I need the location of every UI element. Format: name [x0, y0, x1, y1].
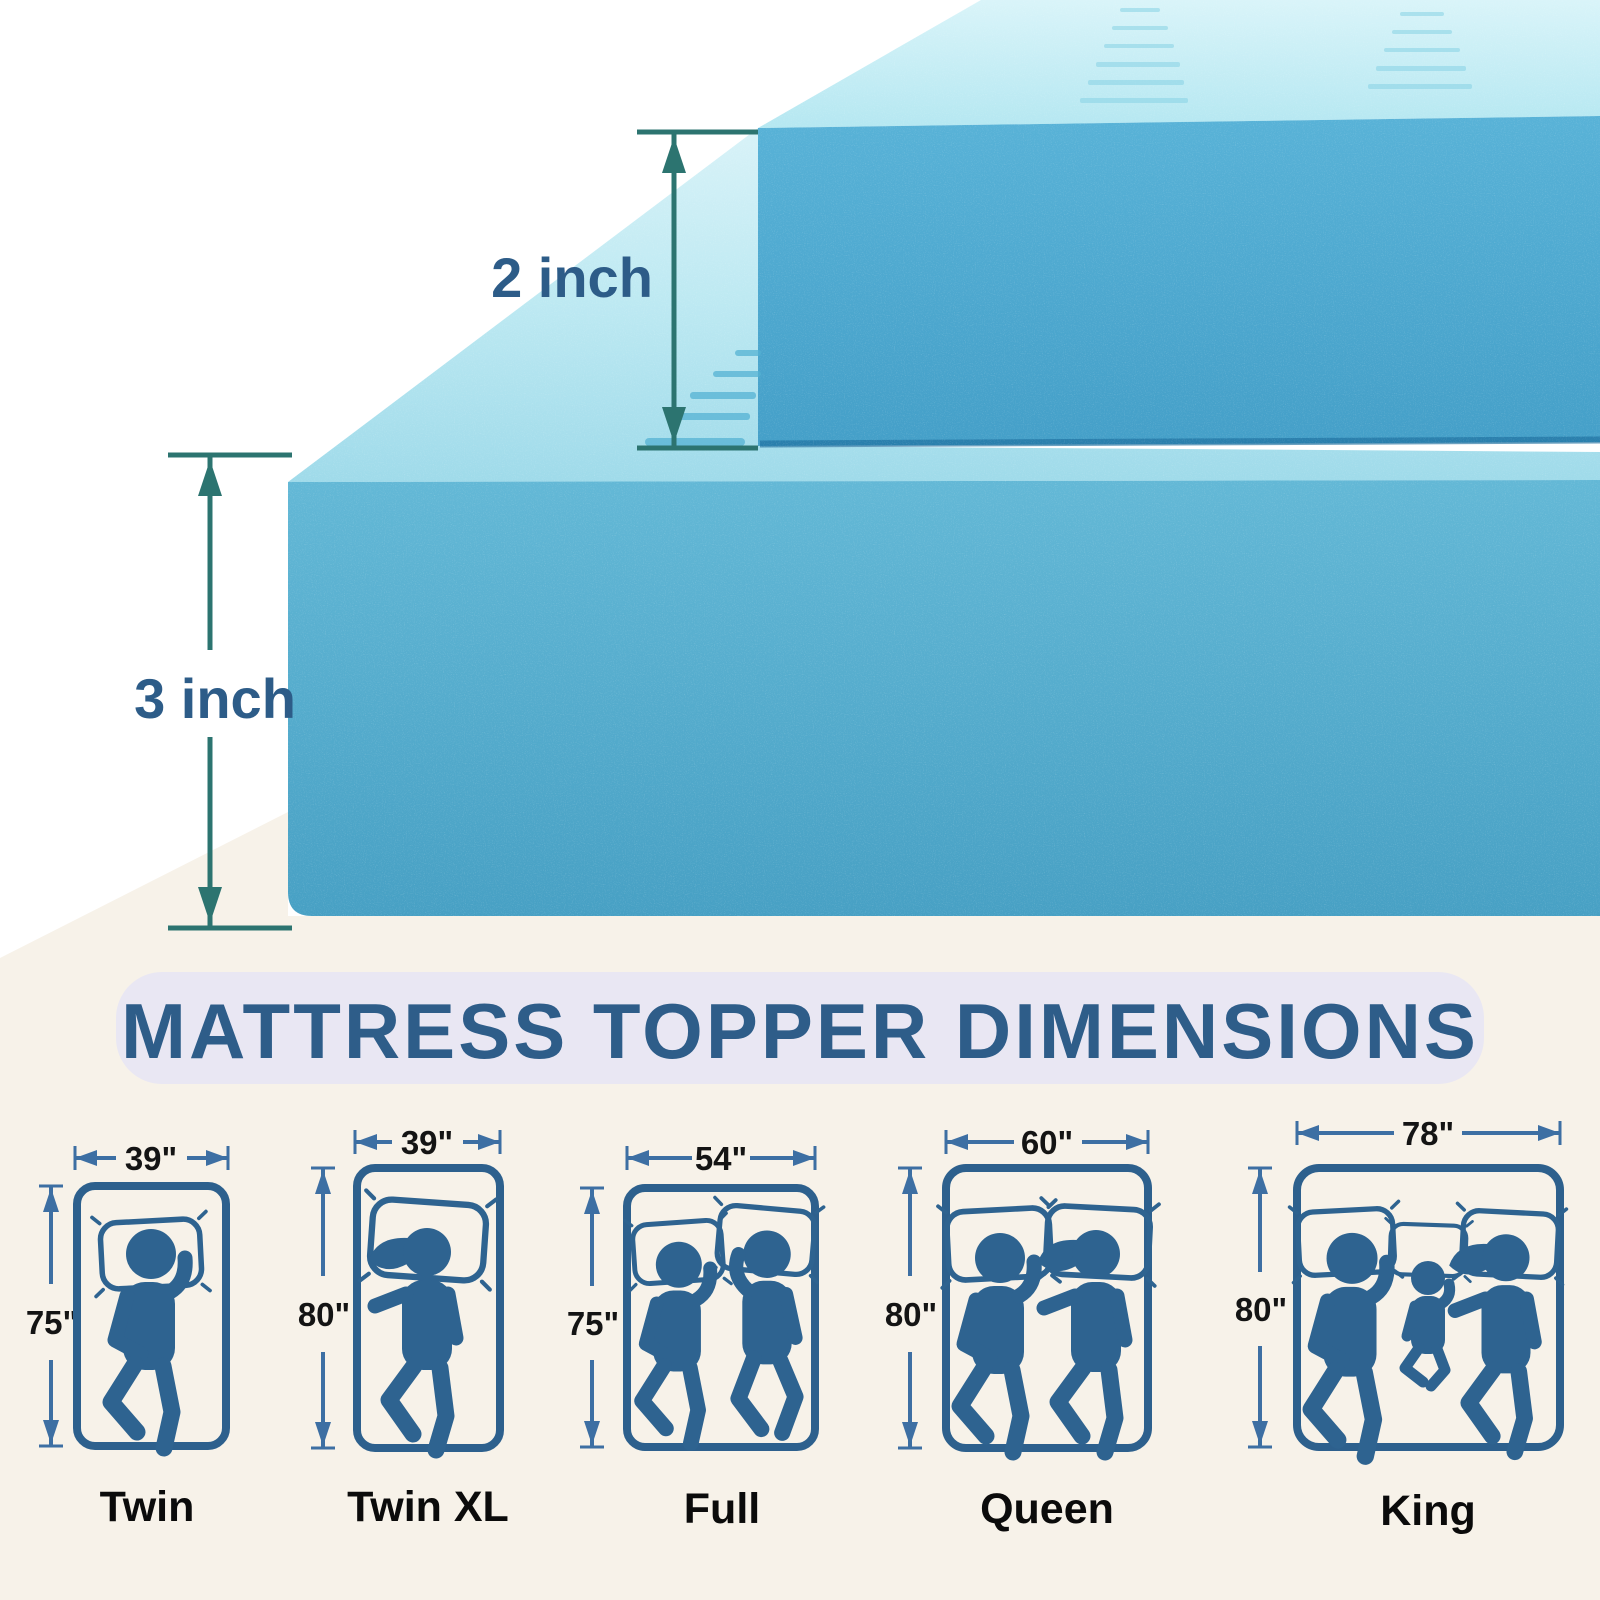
twin-xl-width-label: 39" [401, 1124, 453, 1161]
king-length-dimension: 80" [1235, 1166, 1287, 1449]
twin-xl-length-label: 80" [298, 1296, 350, 1333]
page-title: MATTRESS TOPPER DIMENSIONS [121, 987, 1479, 1075]
foam-texture-overlay [288, 0, 1600, 916]
twin-mattress-outline [73, 1182, 230, 1450]
vent-grooves-2inch [1080, 8, 1472, 103]
size-label-full: Full [684, 1485, 760, 1533]
king-width-dimension: 78" [1295, 1115, 1562, 1152]
twin-length-label: 75" [26, 1304, 78, 1341]
size-diagram-queen: 60" 80" Queen [885, 1124, 1159, 1533]
queen-mattress-outline [942, 1164, 1152, 1452]
king-width-label: 78" [1402, 1115, 1454, 1152]
full-length-label: 75" [567, 1305, 619, 1342]
thickness-dimension-3inch: 3 inch [134, 452, 296, 931]
title-pill [116, 972, 1484, 1084]
size-diagram-twin-xl: 39" 80" Twin XL [298, 1124, 509, 1531]
full-mattress-outline [623, 1184, 819, 1451]
full-width-label: 54" [695, 1140, 747, 1177]
twin-xl-length-dimension: 80" [298, 1166, 350, 1450]
size-diagram-full: 54" 75" Full [567, 1140, 824, 1533]
size-label-twin: Twin [100, 1483, 195, 1531]
title-banner: MATTRESS TOPPER DIMENSIONS [116, 972, 1484, 1084]
size-diagram-king: 78" 80" King [1235, 1115, 1567, 1535]
queen-width-label: 60" [1021, 1124, 1073, 1161]
queen-width-dimension: 60" [944, 1124, 1150, 1161]
size-label-twin-xl: Twin XL [347, 1483, 509, 1531]
size-label-queen: Queen [980, 1485, 1114, 1533]
size-diagram-twin: 39" 75" Twin [26, 1140, 230, 1531]
twin-length-dimension: 75" [26, 1184, 78, 1448]
king-length-label: 80" [1235, 1291, 1287, 1328]
full-length-dimension: 75" [567, 1186, 619, 1449]
twin-width-dimension: 39" [73, 1140, 230, 1177]
queen-length-dimension: 80" [885, 1166, 937, 1450]
king-mattress-outline [1293, 1164, 1564, 1451]
thickness-label-2inch: 2 inch [491, 246, 653, 309]
thickness-label-3inch: 3 inch [134, 667, 296, 730]
twin-xl-width-dimension: 39" [353, 1124, 502, 1161]
thickness-dimension-2inch: 2 inch [491, 129, 758, 451]
vent-grooves-3inch [645, 350, 761, 446]
size-label-king: King [1380, 1487, 1476, 1535]
queen-length-label: 80" [885, 1296, 937, 1333]
twin-width-label: 39" [125, 1140, 177, 1177]
full-width-dimension: 54" [625, 1140, 817, 1177]
